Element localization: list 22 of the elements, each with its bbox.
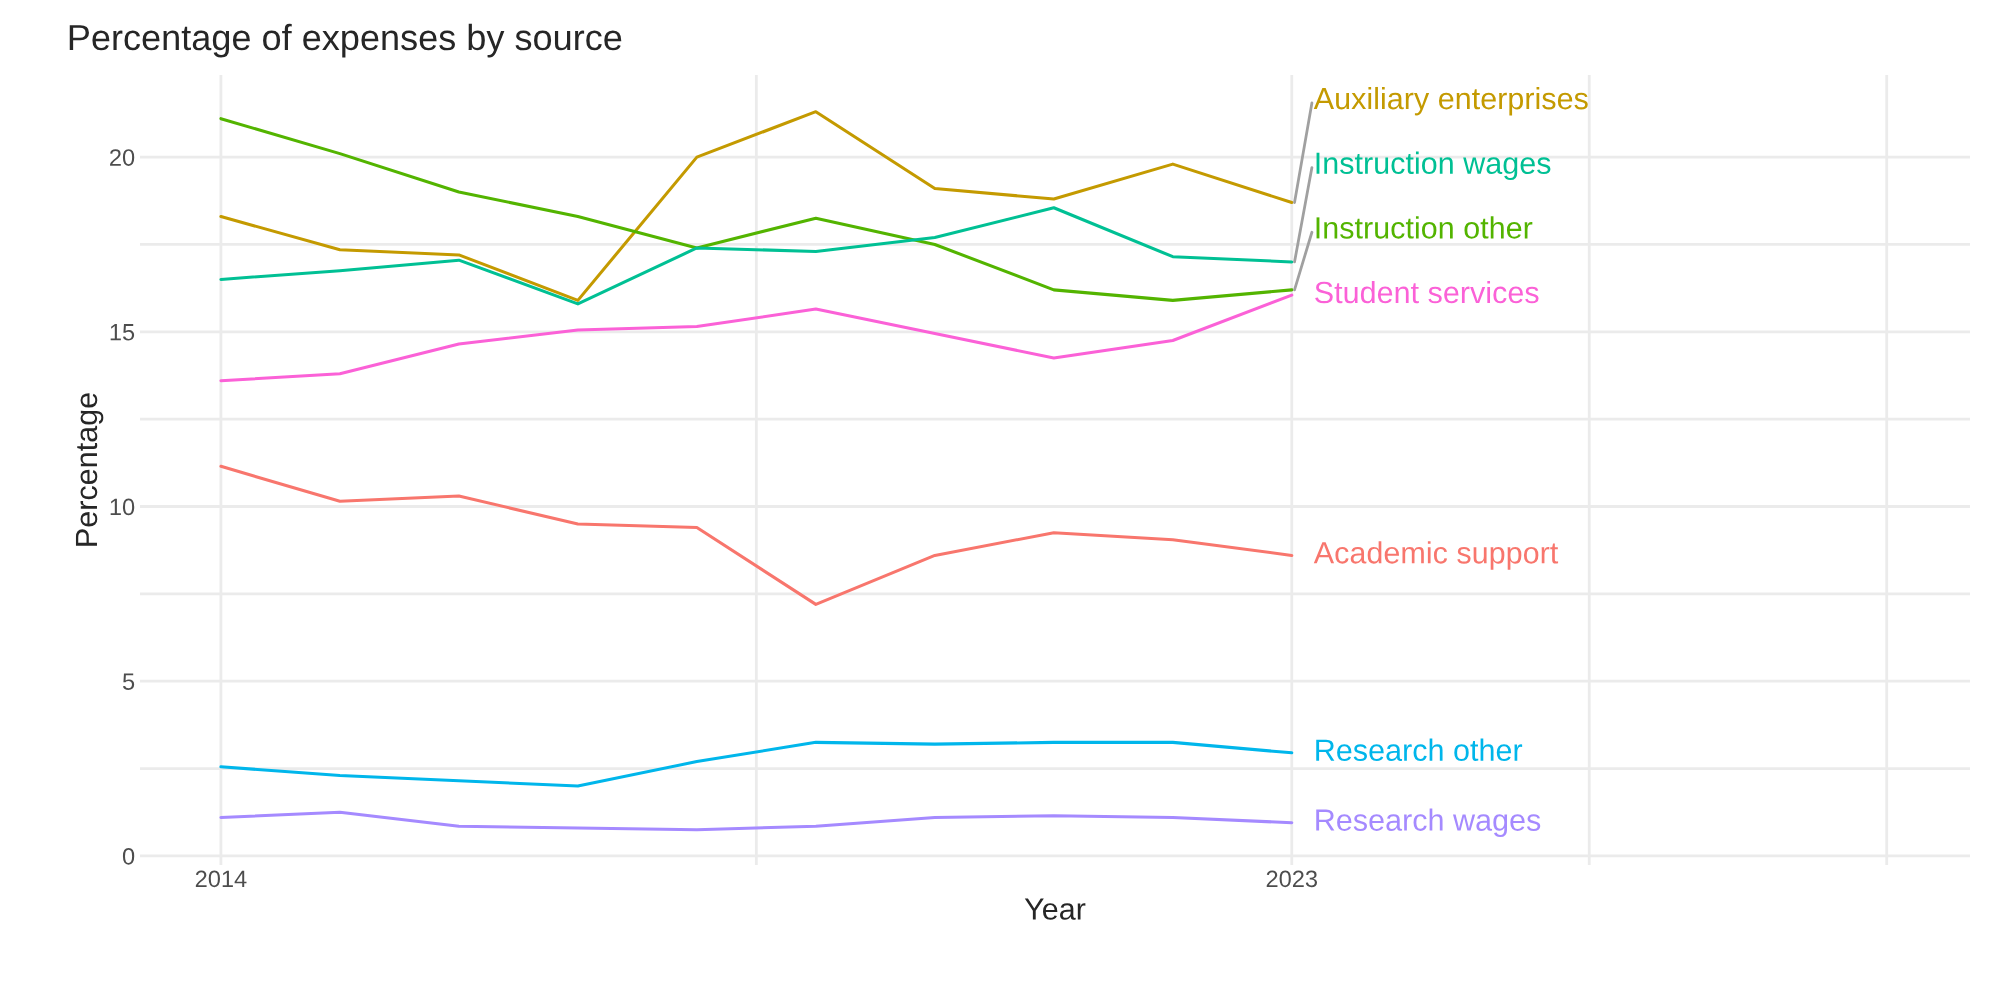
series-label: Student services [1315, 280, 1539, 304]
line-series [219, 206, 1294, 306]
x-tick-label: 2023 [1266, 870, 1318, 888]
series-label: Research wages [1316, 808, 1541, 837]
line-series [219, 740, 1294, 788]
line-series [219, 293, 1294, 383]
series-label: Instruction other [1316, 216, 1533, 239]
y-tick-label: 0 [122, 847, 135, 865]
y-tick-label: 10 [110, 498, 135, 516]
line-series [219, 464, 1294, 606]
text: Instruction wages [1316, 151, 1551, 181]
chart-title: Percentage of expenses by source [69, 23, 622, 58]
x-axis-title: Year [1024, 898, 1086, 920]
x-tick-label: 2014 [195, 870, 247, 888]
y-tick-label: 15 [110, 324, 135, 341]
text: Auxiliary enterprises [1313, 86, 1588, 116]
line-series [219, 810, 1294, 832]
series-label: Research other [1316, 738, 1523, 762]
series-label: Academic support [1313, 541, 1559, 570]
y-tick-label: 5 [122, 673, 135, 690]
y-axis-title: Percentage [75, 393, 104, 546]
y-tick-label: 20 [110, 149, 135, 166]
